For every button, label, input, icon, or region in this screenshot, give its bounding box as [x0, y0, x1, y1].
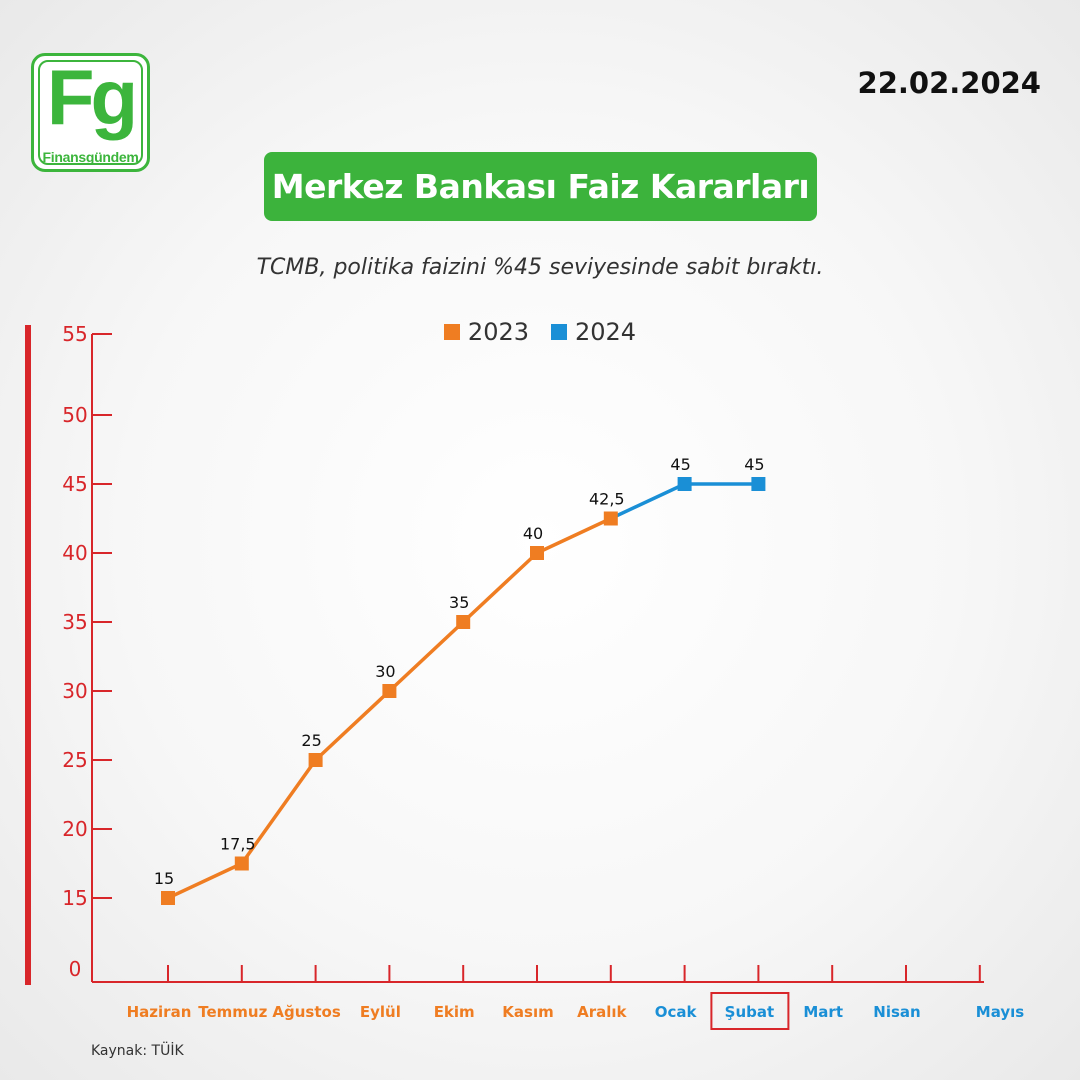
data-label-2023: 25 [301, 731, 321, 750]
logo-letters: Fg [46, 53, 138, 141]
x-tick-label: Ocak [655, 1003, 698, 1021]
data-point-2024 [751, 477, 766, 491]
source-note: Kaynak: TÜİK [91, 1043, 184, 1059]
data-label-2023: 15 [154, 869, 174, 888]
chart-title: Merkez Bankası Faiz Kararları [271, 167, 810, 206]
title-banner: Merkez Bankası Faiz Kararları [264, 152, 817, 221]
legend-item-2024: 2024 [551, 318, 636, 346]
x-tick-label: Eylül [360, 1003, 401, 1021]
y-tick-label: 15 [62, 886, 87, 910]
x-tick-label: Nisan [873, 1003, 920, 1021]
y-tick-label: 55 [62, 322, 87, 346]
data-point-2024 [677, 477, 692, 491]
y-tick-label: 0 [69, 957, 82, 981]
x-tick-label: Temmuz [198, 1003, 267, 1021]
legend-swatch-2023 [443, 324, 460, 340]
data-point-2023 [603, 511, 618, 526]
x-tick-label: Mart [803, 1003, 843, 1021]
data-point-2023 [456, 615, 471, 629]
x-tick-label: Ekim [434, 1003, 475, 1021]
data-point-2023 [161, 891, 175, 905]
x-tick-label: Şubat [725, 1003, 775, 1021]
y-tick-label: 30 [62, 679, 87, 703]
legend-label-2023: 2023 [467, 318, 529, 346]
data-label-2023: 35 [449, 593, 469, 612]
y-tick-label: 40 [62, 541, 87, 565]
y-tick-label: 25 [62, 748, 87, 772]
legend-swatch-2024 [551, 324, 567, 340]
data-label-2024: 45 [670, 455, 690, 474]
x-tick-label: Mayıs [976, 1003, 1025, 1021]
legend-label-2024: 2024 [575, 318, 637, 346]
logo-inner-frame [38, 60, 143, 165]
y-tick-label: 20 [62, 817, 87, 841]
data-label-2023: 30 [375, 662, 395, 681]
x-tick-label: Ağustos [272, 1003, 340, 1021]
x-tick-label: Kasım [502, 1003, 553, 1021]
data-point-2023 [382, 684, 397, 698]
y-tick-label: 50 [62, 403, 87, 427]
chart-subtitle: TCMB, politika faizini %45 seviyesinde s… [256, 255, 824, 280]
chart-legend: 2023 2024 [0, 318, 1080, 346]
y-tick-label: 35 [62, 610, 87, 634]
logo-wordmark: Finansgündem [42, 149, 139, 165]
date-label: 22.02.2024 [857, 66, 1041, 100]
data-label-2023: 42,5 [589, 490, 625, 509]
decorative-red-bar [25, 325, 31, 985]
x-tick-label: Haziran [127, 1003, 192, 1021]
data-label-2023: 17,5 [220, 835, 256, 854]
finansgundem-logo: Fg Finansgündem [31, 53, 150, 172]
x-tick-label: Aralık [577, 1003, 627, 1021]
highlight-box [710, 992, 790, 1030]
data-point-2023 [308, 753, 323, 767]
data-label-2024: 45 [744, 455, 764, 474]
data-label-2023: 40 [523, 524, 543, 543]
data-point-2023 [530, 546, 544, 560]
data-point-2023 [234, 856, 249, 871]
y-tick-label: 45 [62, 472, 87, 496]
legend-item-2023: 2023 [443, 318, 529, 346]
